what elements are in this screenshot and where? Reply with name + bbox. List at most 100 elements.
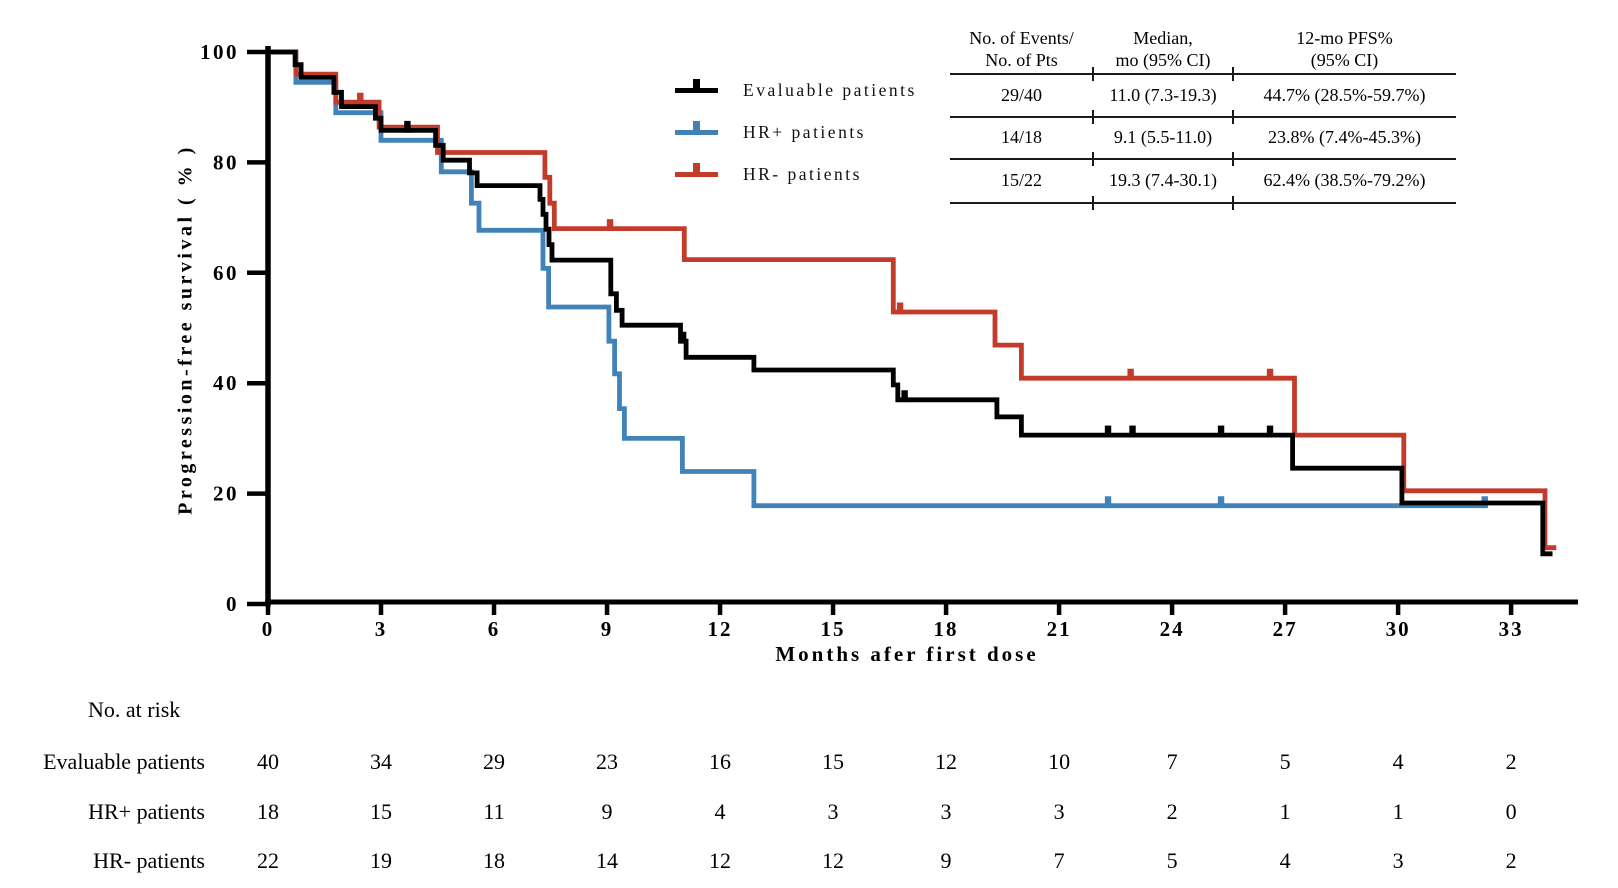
y-tick-label: 0: [226, 592, 239, 616]
legend-line-swatch: [675, 171, 718, 177]
stats-table-rule: [950, 116, 1456, 118]
stats-cell-r1-c1: 29/40: [1000, 84, 1042, 105]
legend-censor-tick-icon: [693, 121, 700, 131]
risk-count: 14: [596, 848, 619, 873]
stats-table-column-tick: [1232, 110, 1234, 124]
stats-table-column-tick: [1092, 152, 1094, 166]
risk-count: 0: [1505, 799, 1517, 824]
stats-table-rule: [950, 73, 1456, 75]
stats-header-col2: Median, mo (95% CI): [1115, 28, 1211, 70]
stats-cell-r2-c3: 23.8% (7.4%-45.3%): [1268, 127, 1421, 148]
censor-tick-evaluable-patients: [1129, 425, 1136, 438]
risk-row-label-hr-patients: HR+ patients: [88, 799, 205, 824]
legend-line-swatch: [675, 129, 718, 135]
censor-tick-evaluable-patients: [901, 390, 908, 403]
stats-cell-r3-c1: 15/22: [1000, 170, 1042, 191]
risk-count: 19: [370, 848, 392, 873]
censor-tick-evaluable-patients: [1266, 425, 1274, 438]
stats-table-column-tick: [1232, 67, 1234, 81]
x-tick-label: 24: [1160, 617, 1185, 641]
legend-censor-tick-icon: [693, 163, 700, 173]
stats-table-column-tick: [1232, 152, 1234, 166]
survival-curve-hr-patients: [268, 49, 1557, 551]
risk-count: 1: [1392, 799, 1404, 824]
risk-count: 34: [370, 749, 392, 774]
censor-tick-hr-patients: [606, 219, 614, 231]
censor-tick-evaluable-patients: [1104, 425, 1112, 438]
legend-censor-tick-icon: [693, 79, 700, 89]
risk-count: 3: [827, 799, 839, 824]
stats-table-rule: [950, 158, 1456, 160]
censor-tick-evaluable-patients: [404, 120, 411, 133]
risk-count: 9: [601, 799, 613, 824]
risk-count: 12: [822, 848, 845, 873]
x-tick-label: 0: [262, 617, 275, 641]
censor-tick-hr-patients: [1266, 368, 1274, 381]
risk-count: 3: [1053, 799, 1065, 824]
risk-row-label-evaluable-patients: Evaluable patients: [43, 749, 205, 774]
risk-count: 2: [1505, 749, 1517, 774]
stats-header-col3: 12-mo PFS% (95% CI): [1296, 28, 1393, 70]
stats-table: No. of Events/No. of Pts Median, mo (95% C…: [950, 26, 1456, 210]
stats-table-column-tick: [1232, 196, 1234, 210]
stats-table-rule: [950, 202, 1456, 204]
risk-count: 5: [1279, 749, 1291, 774]
stats-cell-r2-c2: 9.1 (5.5-11.0): [1113, 127, 1213, 148]
stats-cell-r1-c2: 11.0 (7.3-19.3): [1109, 84, 1217, 105]
y-tick-label: 20: [213, 482, 239, 506]
stats-table-column-tick: [1092, 196, 1094, 210]
risk-count: 11: [483, 799, 505, 824]
x-tick-label: 6: [488, 617, 501, 641]
x-tick-label: 12: [708, 617, 733, 641]
y-tick-label: 40: [213, 371, 239, 395]
risk-count: 10: [1048, 749, 1071, 774]
censor-tick-evaluable-patients: [1217, 425, 1225, 438]
x-tick-label: 9: [601, 617, 614, 641]
risk-count: 3: [1392, 848, 1404, 873]
x-tick-label: 18: [934, 617, 959, 641]
x-tick-label: 3: [375, 617, 388, 641]
censor-tick-hr-patients: [1127, 368, 1134, 381]
risk-count: 4: [714, 799, 726, 824]
survival-curve-evaluable-patients: [268, 49, 1553, 557]
censor-tick-hr-patients: [1104, 496, 1112, 509]
risk-count: 16: [709, 749, 732, 774]
risk-count: 15: [370, 799, 392, 824]
x-axis-title: Months afer first dose: [775, 642, 1039, 666]
risk-count: 29: [483, 749, 506, 774]
risk-table-title: No. at risk: [88, 697, 181, 722]
y-tick-label: 80: [213, 150, 239, 174]
risk-count: 3: [940, 799, 952, 824]
risk-count: 4: [1392, 749, 1404, 774]
risk-count: 22: [257, 848, 279, 873]
censor-tick-evaluable-patients: [679, 331, 687, 344]
risk-count: 40: [257, 749, 279, 774]
risk-row-label-hr-patients: HR- patients: [93, 848, 205, 873]
legend-line-swatch: [675, 87, 718, 93]
stats-cell-r2-c1: 14/18: [1000, 127, 1042, 148]
censor-tick-hr-patients: [896, 302, 904, 315]
risk-count: 23: [596, 749, 619, 774]
risk-count: 12: [935, 749, 958, 774]
risk-count: 18: [483, 848, 506, 873]
y-tick-label: 60: [213, 261, 239, 285]
stats-table-column-tick: [1092, 110, 1094, 124]
x-tick-label: 15: [821, 617, 846, 641]
risk-count: 18: [257, 799, 279, 824]
stats-table-column-tick: [1092, 67, 1094, 81]
x-tick-label: 33: [1499, 617, 1524, 641]
risk-count: 7: [1166, 749, 1178, 774]
legend-label: Evaluable patients: [743, 80, 917, 100]
risk-count: 15: [822, 749, 845, 774]
risk-count: 7: [1053, 848, 1065, 873]
risk-count: 9: [940, 848, 952, 873]
risk-count: 2: [1505, 848, 1517, 873]
risk-count: 4: [1279, 848, 1291, 873]
risk-count: 1: [1279, 799, 1291, 824]
stats-header-col1: No. of Events/No. of Pts: [969, 28, 1074, 70]
censor-tick-hr-patients: [357, 92, 364, 105]
x-tick-label: 27: [1273, 617, 1298, 641]
